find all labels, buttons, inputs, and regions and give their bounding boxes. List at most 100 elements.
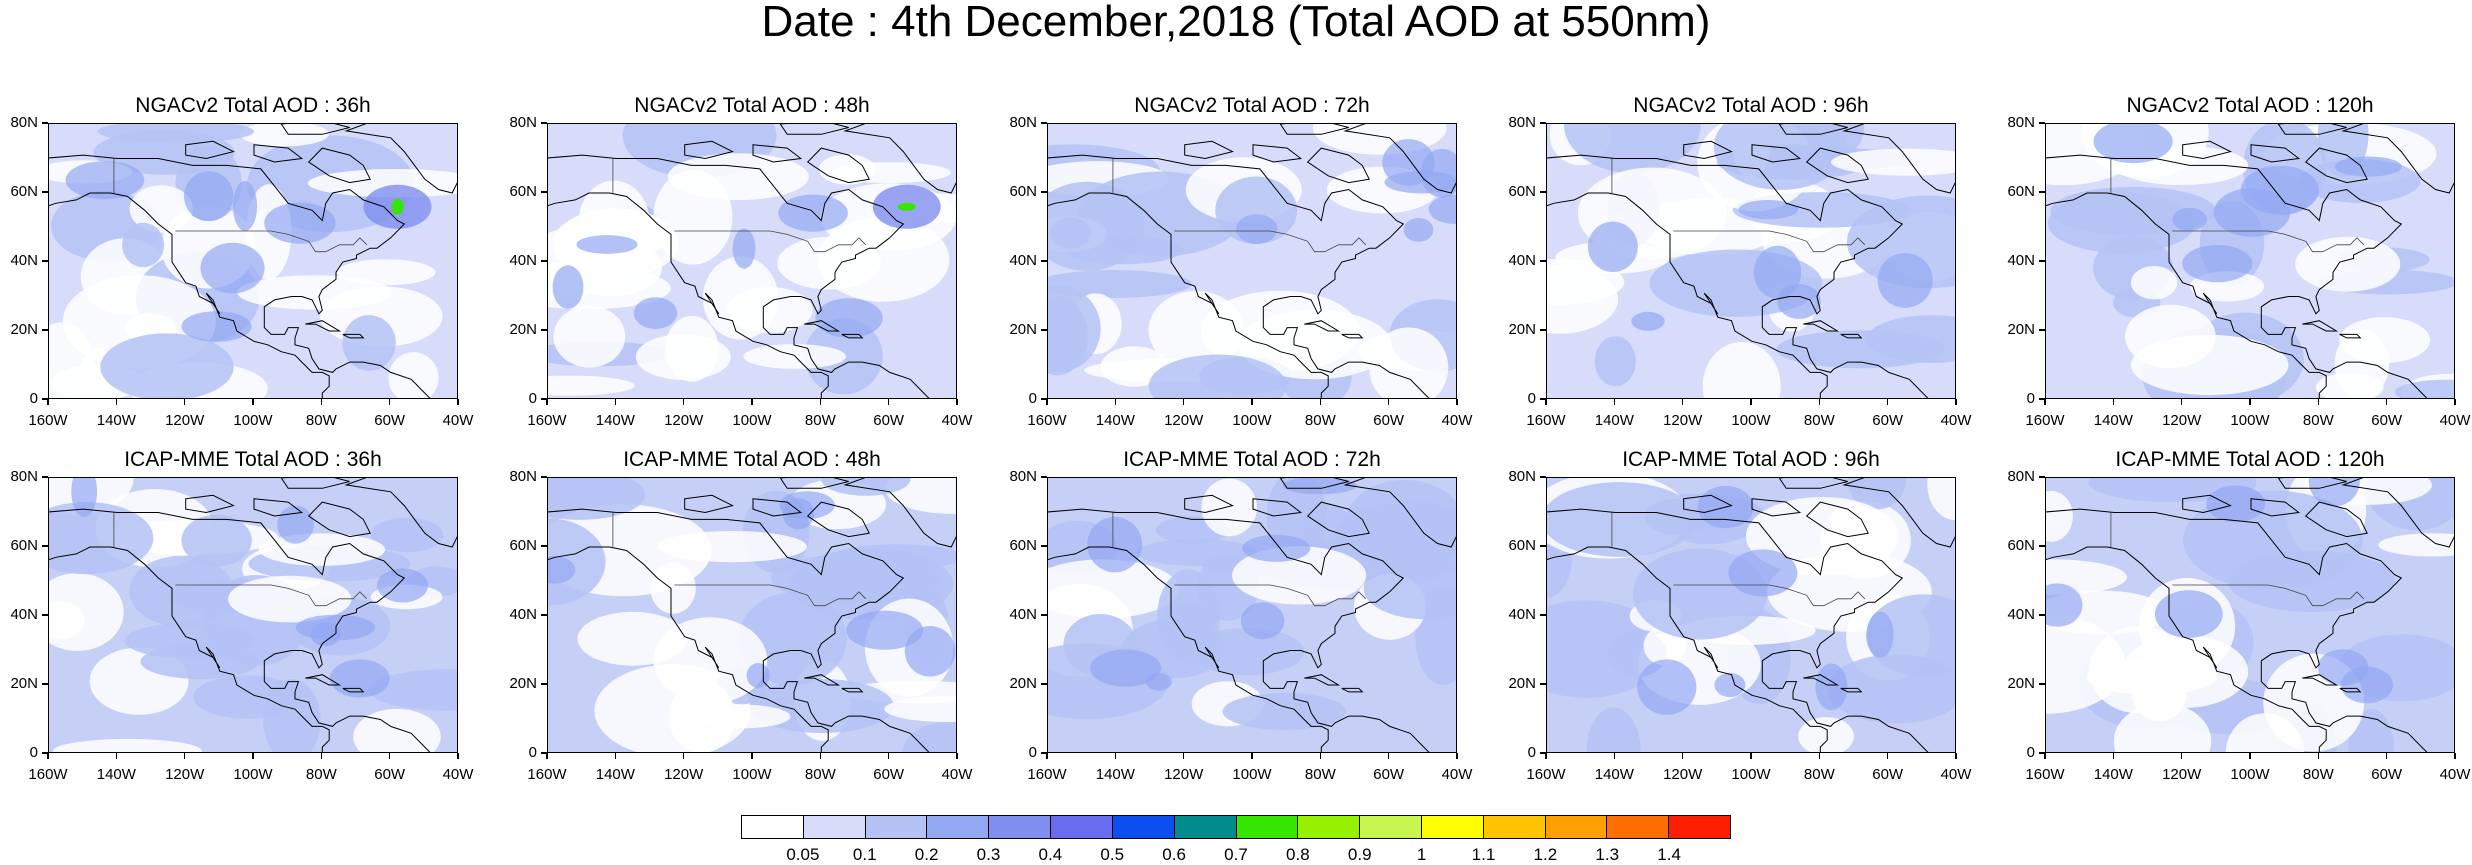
lat-tick <box>1041 545 1047 547</box>
lon-tick <box>388 753 391 759</box>
lat-tick <box>1540 191 1546 193</box>
lon-label: 100W <box>2230 766 2270 783</box>
lat-tick <box>1540 614 1546 616</box>
lon-tick <box>887 753 890 759</box>
lat-label: 0 <box>1028 390 1037 407</box>
colorbar-box <box>927 816 990 838</box>
lon-label: 140W <box>595 412 635 429</box>
lat-label: 80N <box>10 114 38 131</box>
lat-tick <box>541 260 547 262</box>
aod-map <box>2045 123 2455 399</box>
lon-tick <box>1182 399 1185 405</box>
lat-label: 40N <box>1508 252 1536 269</box>
lat-tick <box>42 191 48 193</box>
lon-label: 40W <box>941 412 973 429</box>
lon-tick <box>1182 753 1185 759</box>
lat-label: 20N <box>2007 321 2035 338</box>
lon-label: 40W <box>442 412 474 429</box>
lat-tick <box>541 752 547 754</box>
lat-label: 80N <box>1009 114 1037 131</box>
colorbar-box <box>1607 816 1670 838</box>
lon-label: 160W <box>527 412 567 429</box>
aod-map <box>547 123 957 399</box>
lon-tick <box>115 753 118 759</box>
panel-title: NGACv2 Total AOD : 72h <box>1134 94 1370 117</box>
aod-map <box>1546 477 1956 753</box>
lat-tick <box>541 476 547 478</box>
lat-tick <box>1041 683 1047 685</box>
lon-label: 80W <box>1304 412 1336 429</box>
lon-label: 120W <box>1164 412 1204 429</box>
lon-tick <box>1114 399 1117 405</box>
lon-label: 100W <box>732 412 772 429</box>
colorbar-label: 0.9 <box>1347 845 1372 864</box>
lon-label: 160W <box>1526 766 1566 783</box>
panel-title: ICAP-MME Total AOD : 96h <box>1622 448 1880 471</box>
lon-label: 100W <box>2230 412 2270 429</box>
lat-label: 40N <box>2007 252 2035 269</box>
lon-tick <box>2180 753 2183 759</box>
lon-tick <box>546 399 548 405</box>
lon-tick <box>47 399 49 405</box>
colorbar-label: 0.2 <box>914 845 939 864</box>
lon-label: 160W <box>1526 412 1566 429</box>
lon-tick <box>2385 753 2388 759</box>
lat-label: 20N <box>509 321 537 338</box>
lat-label: 0 <box>2026 390 2035 407</box>
lon-label: 100W <box>233 412 273 429</box>
lat-tick <box>1540 260 1546 262</box>
colorbar-box <box>865 816 928 838</box>
panel-title: ICAP-MME Total AOD : 120h <box>2115 448 2385 471</box>
page-title: Date : 4th December,2018 (Total AOD at 5… <box>761 0 1711 46</box>
colorbar-label: 1.1 <box>1471 845 1496 864</box>
lat-tick <box>541 191 547 193</box>
lon-label: 40W <box>1441 766 1473 783</box>
lon-label: 40W <box>1441 412 1473 429</box>
lon-label: 40W <box>442 766 474 783</box>
lon-label: 100W <box>1731 412 1771 429</box>
lon-tick <box>252 399 254 405</box>
lon-label: 120W <box>1663 412 1703 429</box>
aod-map <box>48 123 458 399</box>
lon-tick <box>2317 753 2320 759</box>
lon-tick <box>1681 399 1684 405</box>
lat-tick <box>541 614 547 616</box>
lon-label: 80W <box>804 766 836 783</box>
lat-tick <box>2039 122 2045 124</box>
lon-tick <box>1114 753 1117 759</box>
lat-label: 60N <box>2007 537 2035 554</box>
lat-tick <box>1540 752 1546 754</box>
colorbar-box <box>1236 816 1299 838</box>
lon-label: 100W <box>1731 766 1771 783</box>
lat-tick <box>1041 260 1047 262</box>
lat-tick <box>42 398 48 400</box>
lon-label: 80W <box>804 412 836 429</box>
map-panel: ICAP-MME Total AOD : 120h 80N 60N 40N 20N 0 1… <box>2007 449 2470 783</box>
lat-label: 0 <box>1527 390 1536 407</box>
colorbar-label: 0.05 <box>786 845 820 864</box>
lon-label: 160W <box>28 766 68 783</box>
lon-label: 60W <box>2371 412 2403 429</box>
lat-tick <box>1041 191 1047 193</box>
lat-label: 60N <box>10 537 38 554</box>
lon-label: 120W <box>2162 766 2202 783</box>
lat-tick <box>541 398 547 400</box>
map-panel: NGACv2 Total AOD : 72h 80N 60N 40N 20N 0 160W… <box>1009 95 1472 429</box>
lon-label: 100W <box>1232 766 1272 783</box>
colorbar-box <box>1545 816 1608 838</box>
lat-tick <box>2039 545 2045 547</box>
lon-label: 160W <box>2025 766 2065 783</box>
lat-label: 0 <box>528 744 537 761</box>
lon-label: 60W <box>1872 766 1904 783</box>
lon-tick <box>2454 399 2456 405</box>
panel-title: NGACv2 Total AOD : 36h <box>135 94 371 117</box>
panel-title: ICAP-MME Total AOD : 72h <box>1123 448 1381 471</box>
lon-label: 120W <box>165 766 205 783</box>
lon-label: 60W <box>1373 412 1405 429</box>
map-panel: ICAP-MME Total AOD : 72h 80N 60N 40N 20N 0 16… <box>1009 449 1472 783</box>
lat-tick <box>1540 545 1546 547</box>
lon-label: 40W <box>941 766 973 783</box>
lat-label: 60N <box>2007 183 2035 200</box>
lat-label: 60N <box>509 183 537 200</box>
lat-label: 40N <box>2007 606 2035 623</box>
